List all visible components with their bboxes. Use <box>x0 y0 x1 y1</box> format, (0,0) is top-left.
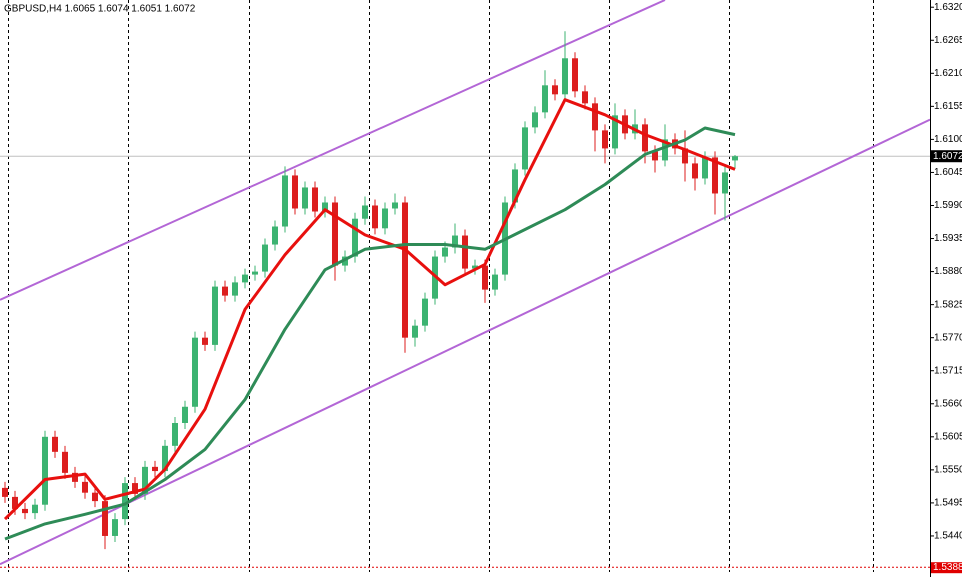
candle-body <box>552 85 558 95</box>
candle-body <box>402 202 408 338</box>
candle-body <box>652 151 658 161</box>
candle-body <box>352 218 358 257</box>
y-tick-label: 1.5440 <box>934 531 962 542</box>
candle-body <box>642 124 648 152</box>
y-tick-label: 1.6265 <box>934 35 962 46</box>
y-tick-label: 1.5990 <box>934 200 962 211</box>
last-price-box <box>931 150 962 163</box>
candle-body <box>392 202 398 209</box>
y-tick-label: 1.5605 <box>934 431 962 442</box>
y-tick-label: 1.5660 <box>934 398 962 409</box>
y-tick-label: 1.6155 <box>934 101 962 112</box>
y-tick-label: 1.5880 <box>934 266 962 277</box>
candle-body <box>292 175 298 209</box>
chart-title: GBPUSD,H4 1.6065 1.6074 1.6051 1.6072 <box>4 4 196 15</box>
candle-body <box>202 337 208 345</box>
y-tick-label: 1.5715 <box>934 365 962 376</box>
candle-body <box>272 226 278 245</box>
candle-body <box>22 508 28 514</box>
alert-price-box <box>931 562 962 574</box>
candle-body <box>662 139 668 161</box>
candle-body <box>702 157 708 179</box>
candle-body <box>312 187 318 212</box>
candle-body <box>72 472 78 482</box>
y-tick-label: 1.6210 <box>934 68 962 79</box>
candle-body <box>52 436 58 452</box>
candle-body <box>512 169 518 203</box>
candle-body <box>112 519 118 536</box>
candle-body <box>532 112 538 128</box>
y-tick-label: 1.5770 <box>934 332 962 343</box>
candle-body <box>362 205 368 219</box>
y-tick-label: 1.5825 <box>934 299 962 310</box>
candle-body <box>602 130 608 149</box>
candle-body <box>222 286 228 296</box>
candle-body <box>252 271 258 275</box>
candle-body <box>452 235 458 248</box>
candle-body <box>62 451 68 473</box>
candle-body <box>462 235 468 269</box>
plot-layer <box>0 0 931 566</box>
candle-body <box>422 298 428 326</box>
candle-body <box>262 244 268 272</box>
candle-body <box>692 163 698 179</box>
candle-body <box>582 91 588 104</box>
candle-body <box>122 483 128 520</box>
price-axis-panel <box>930 0 962 577</box>
candle-body <box>412 325 418 338</box>
candle-body <box>232 282 238 296</box>
y-tick-label: 1.5935 <box>934 233 962 244</box>
candle-body <box>32 504 38 514</box>
candle-body <box>542 85 548 113</box>
candle-body <box>212 286 218 345</box>
y-tick-label: 1.5495 <box>934 498 962 509</box>
trend-line <box>0 0 666 301</box>
candle-body <box>382 208 388 229</box>
y-tick-label: 1.6320 <box>934 2 962 13</box>
y-tick-label: 1.6100 <box>934 134 962 145</box>
candle-body <box>732 156 738 161</box>
moving-average <box>3 98 736 521</box>
candle-body <box>682 148 688 164</box>
candle-body <box>242 274 248 283</box>
candle-body <box>492 274 498 290</box>
candle-body <box>12 496 18 509</box>
candle-body <box>372 205 378 229</box>
candle-body <box>92 492 98 502</box>
candle-body <box>482 265 488 290</box>
candle-body <box>172 422 178 446</box>
candle-body <box>442 247 448 257</box>
candle-body <box>132 483 138 494</box>
grid-layer <box>0 0 930 572</box>
y-tick-label: 1.6045 <box>934 167 962 178</box>
axis-layer: 1.6320 1.6265 1.6210 1.6155 1.6100 1.6045 1.59… <box>930 2 962 574</box>
candle-body <box>562 58 568 95</box>
candle-body <box>712 157 718 194</box>
candle-body <box>102 501 108 536</box>
candle-body <box>42 436 48 505</box>
candle-body <box>2 487 8 497</box>
candle-body <box>142 466 148 494</box>
candle-body <box>592 103 598 131</box>
candle-body <box>522 127 528 170</box>
candle-body <box>332 202 338 266</box>
alert-price-label: 1.5388 <box>933 562 962 573</box>
trend-line <box>0 118 931 566</box>
candle-body <box>572 58 578 92</box>
candle-body <box>152 466 158 472</box>
candle-body <box>612 115 618 149</box>
last-price-label: 1.6072 <box>933 151 962 162</box>
y-tick-label: 1.5550 <box>934 464 962 475</box>
candle-body <box>302 187 308 209</box>
candle-body <box>192 337 198 407</box>
candle-body <box>322 202 328 212</box>
moving-average <box>4 126 736 541</box>
candle-body <box>182 406 188 423</box>
candle-body <box>162 445 168 472</box>
candle-body <box>82 481 88 493</box>
candle-body <box>282 175 288 227</box>
candle-body <box>722 172 728 194</box>
candle-body <box>472 265 478 269</box>
